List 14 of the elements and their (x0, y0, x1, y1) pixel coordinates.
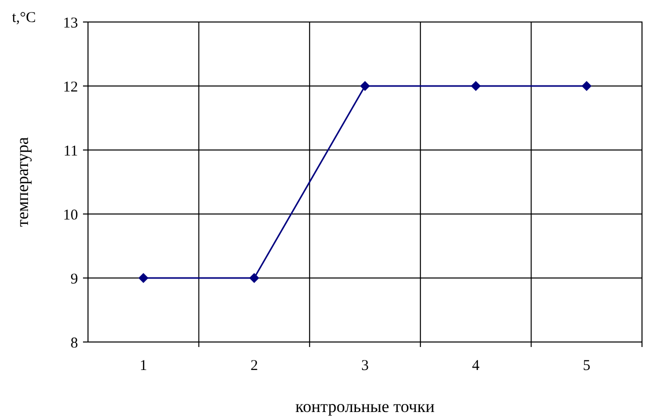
y-tick-label: 8 (70, 335, 78, 352)
x-tick-label: 5 (582, 358, 590, 374)
x-tick-label: 3 (361, 358, 369, 374)
y-tick-label: 11 (64, 143, 78, 160)
x-tick-label: 2 (250, 358, 258, 374)
text: t,°C (12, 10, 36, 26)
y-tick-label: 12 (63, 79, 78, 96)
x-axis-title: контрольные точки (295, 397, 435, 416)
y-tick-label: 9 (70, 271, 78, 288)
x-tick-label: 4 (472, 358, 480, 374)
y-tick-label: 10 (63, 207, 78, 224)
x-tick-label: 1 (140, 358, 148, 374)
y-axis-title: температура (13, 136, 32, 227)
y-tick-label: 13 (63, 15, 78, 32)
